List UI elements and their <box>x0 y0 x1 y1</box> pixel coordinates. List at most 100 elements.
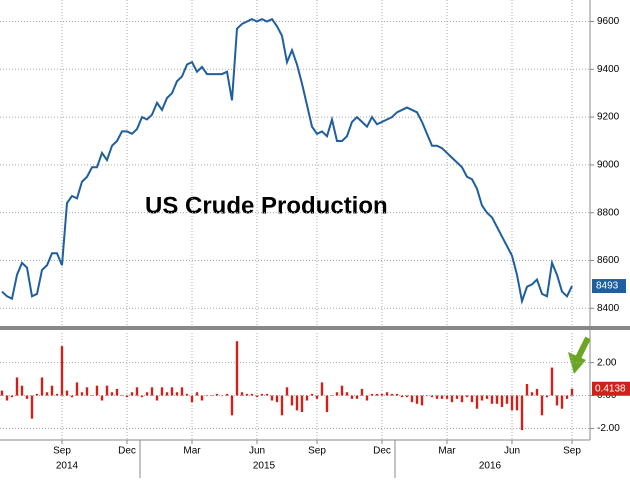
bar <box>345 392 349 396</box>
x-tick-label: Dec <box>373 446 391 457</box>
bar <box>85 387 89 396</box>
bar <box>130 392 134 396</box>
bar <box>300 395 304 413</box>
bar <box>420 395 424 406</box>
bar <box>70 395 74 398</box>
bar <box>80 392 84 396</box>
bar <box>445 395 449 399</box>
bar <box>545 395 549 398</box>
bar <box>115 388 119 396</box>
y-tick-label: 2.00 <box>597 357 617 368</box>
bar <box>380 393 384 396</box>
bar <box>355 395 359 399</box>
bar <box>520 395 524 431</box>
y-tick-label: 9200 <box>597 112 620 123</box>
bar <box>210 395 214 397</box>
value-label-box <box>592 279 626 294</box>
y-tick-label: 9400 <box>597 64 620 75</box>
year-label: 2016 <box>479 461 502 472</box>
bar <box>455 395 459 399</box>
line-series <box>1 17 573 305</box>
bar <box>570 388 574 396</box>
bar <box>170 387 174 396</box>
bar <box>75 382 79 396</box>
bar <box>60 346 64 396</box>
bar <box>425 395 429 397</box>
bar <box>55 393 59 396</box>
bar <box>40 377 44 396</box>
bar <box>190 395 194 403</box>
bar <box>95 385 99 396</box>
bar <box>475 395 479 409</box>
y-tick-label: 9000 <box>597 160 620 171</box>
bar <box>335 392 339 396</box>
bar <box>515 395 519 411</box>
bar <box>265 393 269 396</box>
bar <box>395 393 399 396</box>
bar <box>280 395 284 416</box>
bar <box>500 395 504 408</box>
y-tick-label: 9600 <box>597 16 620 27</box>
value-label: 0.4138 <box>595 383 626 394</box>
bar <box>215 393 219 396</box>
bar <box>205 395 209 397</box>
year-label: 2014 <box>56 461 79 472</box>
value-label-box <box>592 381 630 396</box>
bar <box>50 385 54 396</box>
bar <box>45 392 49 396</box>
bar <box>255 395 259 398</box>
bar <box>410 395 414 403</box>
bar <box>150 387 154 396</box>
bar <box>25 395 29 399</box>
bar <box>400 395 404 398</box>
bar <box>405 395 409 398</box>
bar <box>495 395 499 404</box>
bar <box>290 395 294 406</box>
bar <box>90 395 94 397</box>
bar <box>285 387 289 396</box>
bar <box>460 395 464 403</box>
bar <box>435 395 439 399</box>
x-tick-label: Sep <box>308 446 326 457</box>
bar <box>230 395 234 416</box>
bar <box>370 393 374 396</box>
bar <box>340 385 344 396</box>
bar <box>325 395 329 413</box>
bar <box>5 395 9 401</box>
bar <box>120 395 124 397</box>
x-tick-label: Mar <box>183 446 201 457</box>
bar <box>375 393 379 396</box>
bar <box>365 395 369 401</box>
bar <box>485 395 489 399</box>
bar <box>110 392 114 396</box>
bar <box>10 395 14 398</box>
bar <box>145 392 149 396</box>
bar <box>270 395 274 401</box>
bar <box>0 390 4 396</box>
bar <box>385 392 389 396</box>
bar <box>20 385 24 396</box>
bar <box>235 341 239 396</box>
year-label: 2015 <box>253 461 276 472</box>
x-tick-label: Jun <box>249 446 265 457</box>
bar <box>305 395 309 401</box>
bar <box>560 395 564 409</box>
bar <box>320 382 324 396</box>
bar <box>245 393 249 396</box>
bar <box>525 384 529 396</box>
bar <box>15 377 19 396</box>
bar <box>105 385 109 396</box>
bar <box>30 395 34 419</box>
bar <box>135 387 139 396</box>
y-tick-label: 8600 <box>597 255 620 266</box>
bar <box>550 367 554 396</box>
bar <box>555 395 559 406</box>
bar <box>535 388 539 396</box>
bar <box>175 392 179 396</box>
bar <box>390 393 394 396</box>
bar <box>315 395 319 399</box>
bar <box>155 395 159 401</box>
bar <box>180 387 184 396</box>
